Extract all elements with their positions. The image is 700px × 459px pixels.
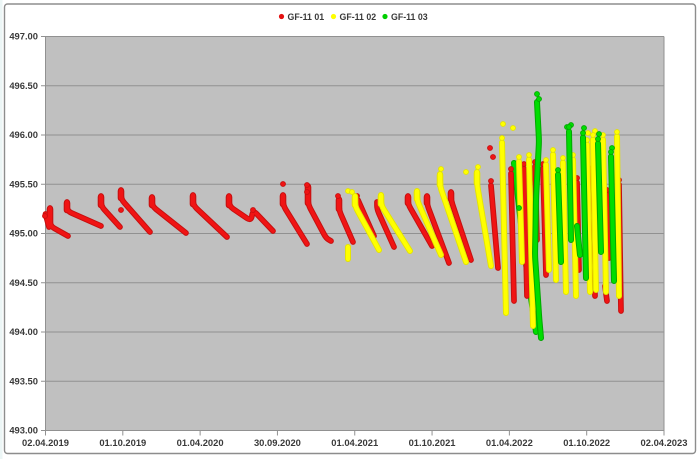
svg-text:493.00: 493.00 xyxy=(9,425,38,436)
svg-text:01.10.2021: 01.10.2021 xyxy=(409,437,456,448)
svg-text:494.00: 494.00 xyxy=(9,326,38,337)
svg-text:01.04.2020: 01.04.2020 xyxy=(177,437,224,448)
svg-text:494.50: 494.50 xyxy=(9,277,38,288)
svg-text:493.50: 493.50 xyxy=(9,375,38,386)
svg-text:GF-11 02: GF-11 02 xyxy=(340,12,377,22)
svg-text:497.00: 497.00 xyxy=(9,31,38,42)
svg-text:495.00: 495.00 xyxy=(9,228,38,239)
svg-text:496.50: 496.50 xyxy=(9,80,38,91)
svg-text:02.04.2019: 02.04.2019 xyxy=(22,437,69,448)
svg-text:GF-11 03: GF-11 03 xyxy=(391,12,428,22)
svg-text:495.50: 495.50 xyxy=(9,178,38,189)
svg-text:01.10.2022: 01.10.2022 xyxy=(563,437,610,448)
svg-text:GF-11 01: GF-11 01 xyxy=(288,12,325,22)
svg-text:496.00: 496.00 xyxy=(9,129,38,140)
svg-text:01.04.2022: 01.04.2022 xyxy=(486,437,533,448)
svg-text:01.04.2021: 01.04.2021 xyxy=(331,437,378,448)
svg-text:01.10.2019: 01.10.2019 xyxy=(99,437,146,448)
svg-text:02.04.2023: 02.04.2023 xyxy=(641,437,688,448)
svg-text:30.09.2020: 30.09.2020 xyxy=(254,437,301,448)
